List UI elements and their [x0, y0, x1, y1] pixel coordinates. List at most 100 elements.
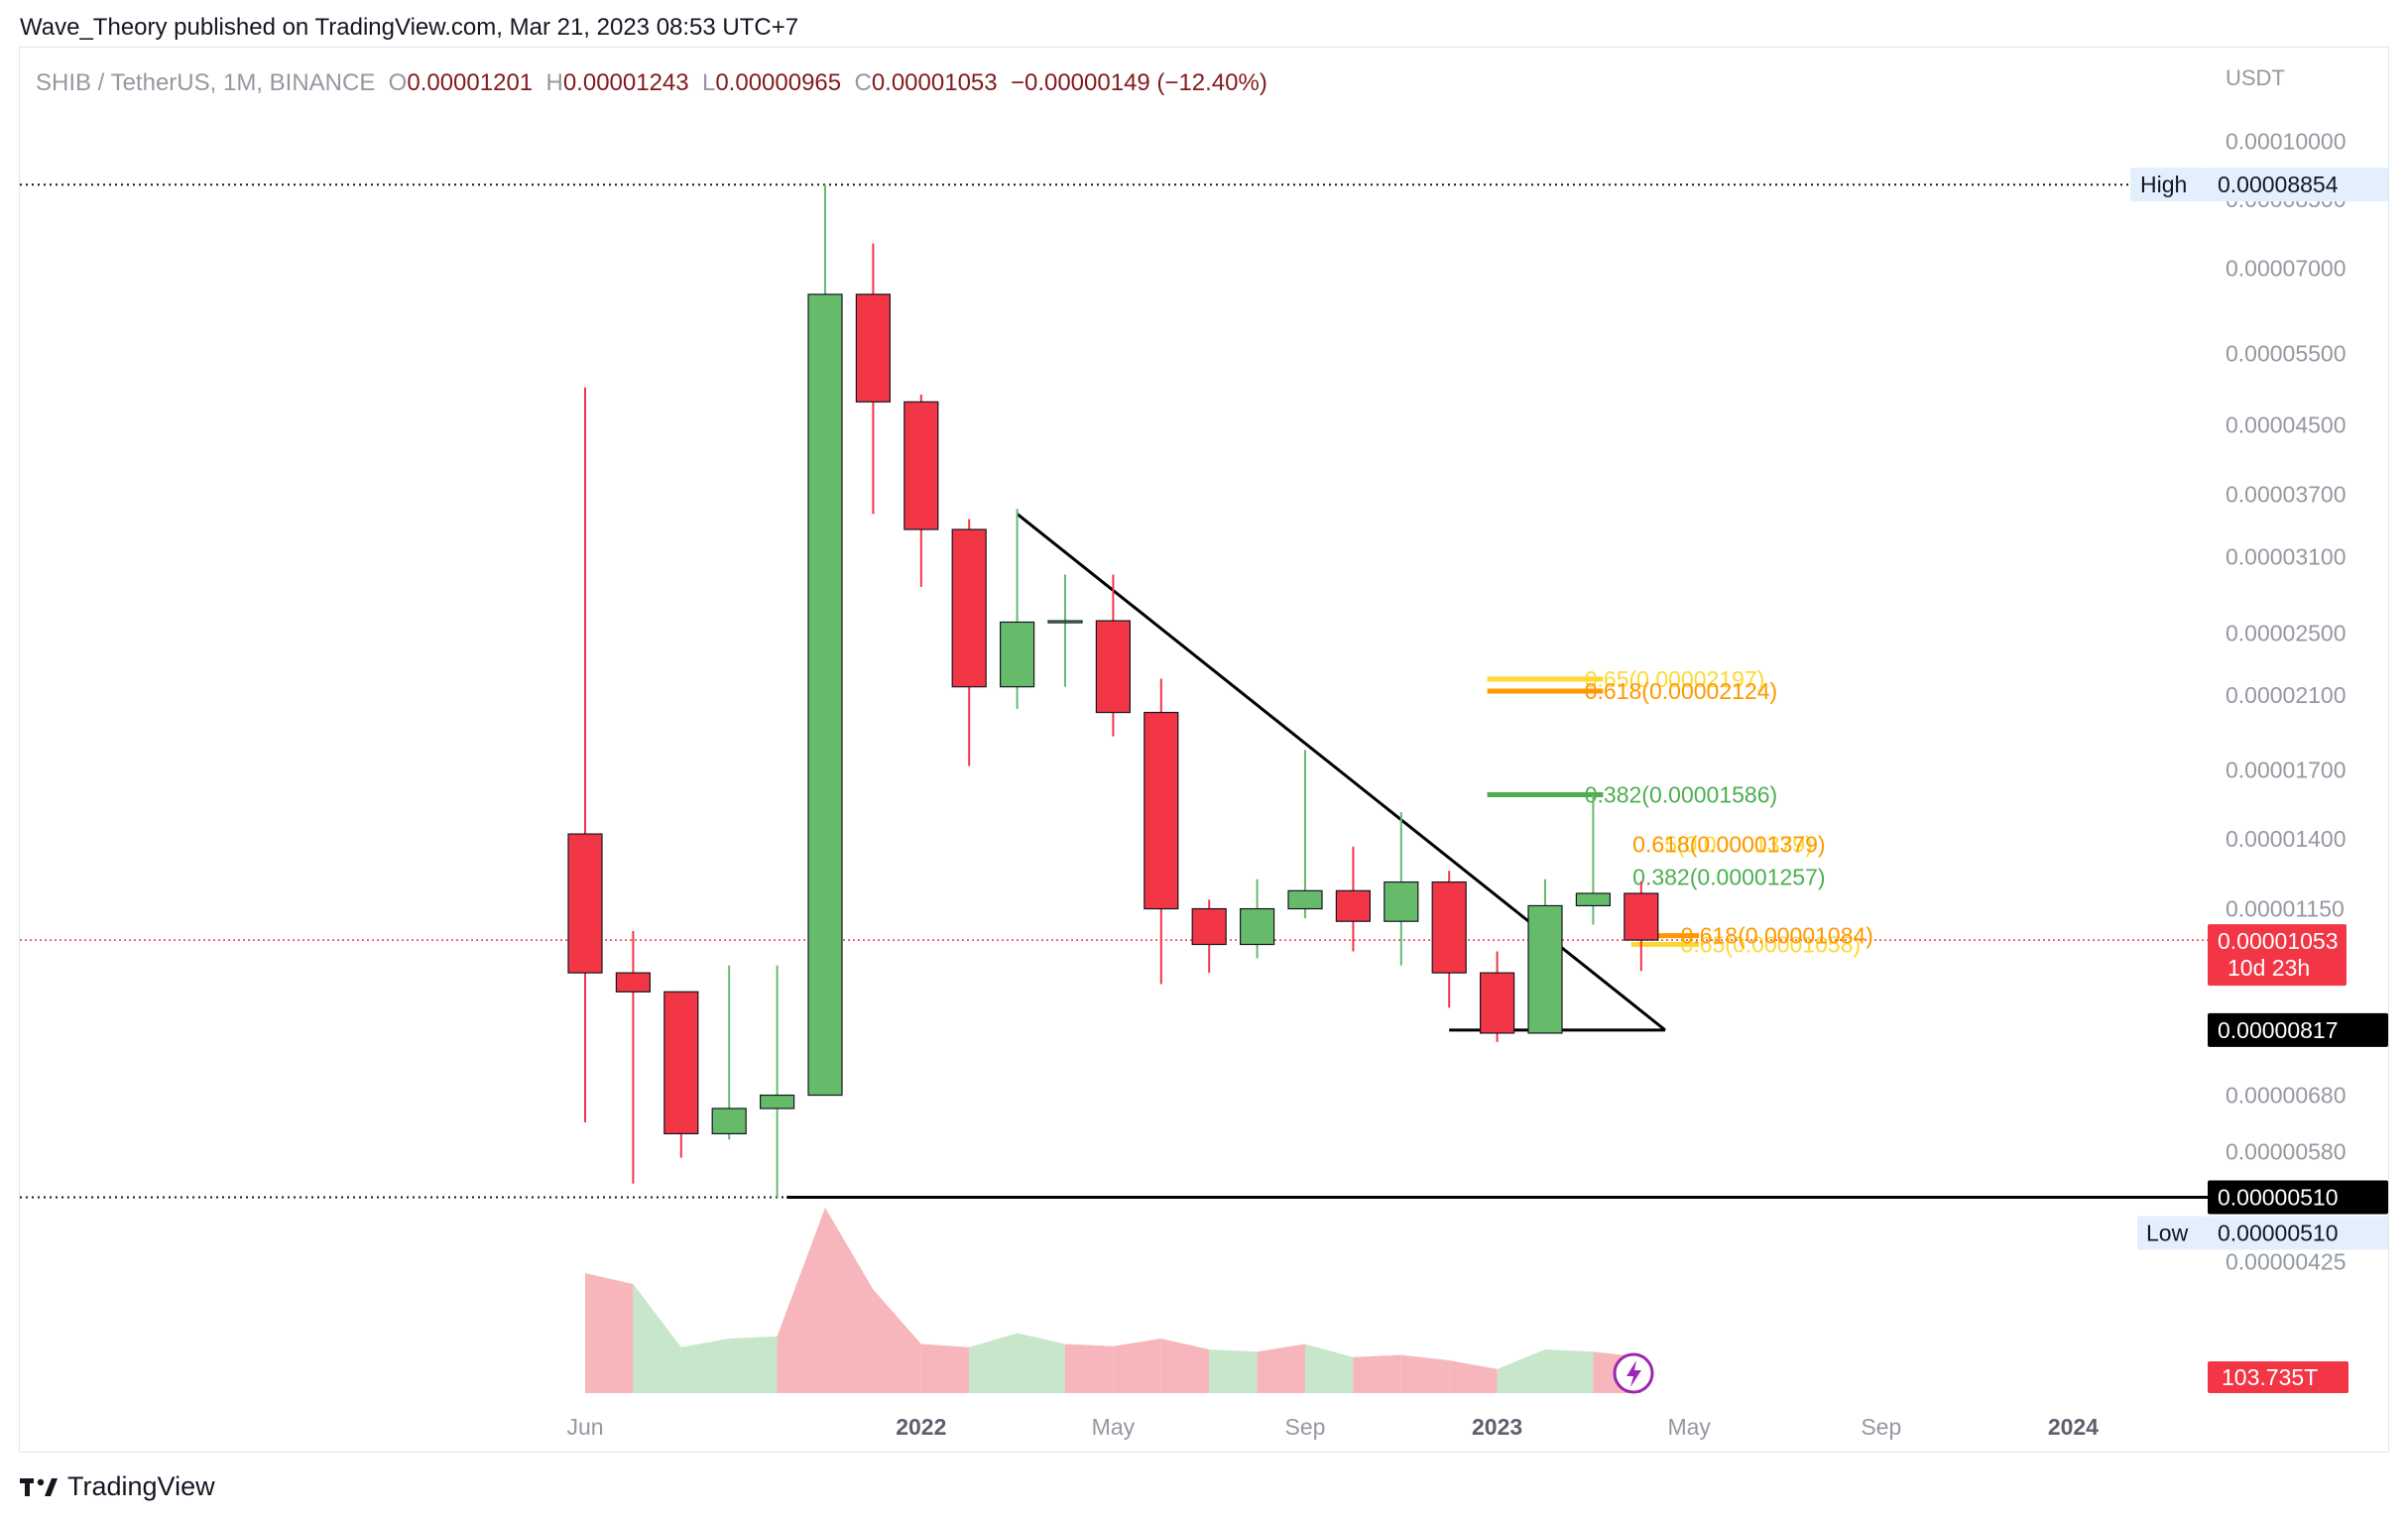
volume-segment	[1257, 1344, 1305, 1393]
publish-header: Wave_Theory published on TradingView.com…	[20, 14, 799, 41]
descending-trendline	[1016, 513, 1666, 1032]
last-price-text: 0.00001053	[2218, 928, 2339, 954]
candle-body	[1239, 907, 1275, 946]
volume-segment	[777, 1208, 825, 1393]
fib-levels: 0.65(0.00002197)0.618(0.00002124) 0.382(0…	[1487, 666, 1873, 958]
candle-body	[567, 833, 603, 974]
candle-body	[807, 293, 843, 1097]
candle-body	[1431, 880, 1467, 974]
ohlc-legend: SHIB / TetherUS, 1M, BINANCE O0.00001201…	[36, 69, 1267, 97]
candle-body	[1527, 904, 1563, 1034]
volume-segment	[585, 1273, 634, 1393]
candle-body	[1575, 892, 1612, 907]
x-tick-label: 2022	[896, 1414, 946, 1440]
candles	[567, 184, 1659, 1198]
legend-high: 0.00001243	[562, 69, 689, 96]
volume-segment	[1449, 1360, 1498, 1393]
fib-label: 0.618(0.00002124)	[1585, 678, 1777, 704]
y-tick-label: 0.00001400	[2226, 826, 2347, 852]
legend-close: 0.00001053	[871, 69, 998, 96]
candle-body	[759, 1094, 795, 1110]
high-tag-bg	[2130, 168, 2208, 202]
countdown-text: 10d 23h	[2227, 955, 2310, 981]
volume-segment	[1065, 1344, 1114, 1393]
low-line-price-tag-text: 0.00000510	[2218, 1184, 2339, 1210]
candle-body	[1384, 880, 1419, 922]
candle-body	[999, 621, 1035, 688]
legend-h-label: H	[545, 69, 563, 96]
tradingview-icon	[20, 1477, 58, 1496]
x-tick-label: Jun	[566, 1414, 603, 1440]
y-tick-label: 0.00000580	[2226, 1138, 2347, 1164]
candle-body	[1479, 972, 1515, 1034]
tradingview-logo[interactable]: TradingView	[20, 1471, 215, 1502]
candle-body	[1287, 889, 1323, 910]
legend-symbol: SHIB / TetherUS, 1M, BINANCE	[36, 69, 376, 96]
volume-segment	[969, 1333, 1018, 1393]
y-axis: USDT0.000100000.000085000.000070000.0000…	[2226, 65, 2347, 1275]
x-tick-label: 2024	[2048, 1414, 2099, 1440]
candle-body	[663, 991, 699, 1135]
candle-body	[1047, 620, 1083, 624]
y-tick-label: 0.00010000	[2226, 129, 2347, 155]
volume-tag: 103.735T	[2208, 1361, 2348, 1393]
legend-l-label: L	[701, 69, 716, 96]
y-tick-label: 0.00003100	[2226, 544, 2347, 570]
candle-body	[711, 1108, 747, 1135]
support-price-tag: 0.00000817	[2208, 1012, 2388, 1047]
volume-segment	[1209, 1349, 1258, 1393]
low-tag-bg	[2137, 1216, 2208, 1250]
support-price-tag-text: 0.00000817	[2218, 1017, 2339, 1043]
volume-segment	[729, 1336, 778, 1393]
y-tick-label: 0.00001150	[2226, 896, 2345, 922]
x-tick-label: Sep	[1861, 1414, 1901, 1440]
y-tick-label: 0.00002100	[2226, 682, 2347, 708]
volume-segment	[1160, 1339, 1210, 1393]
high-tag-label: High	[2140, 172, 2187, 197]
y-tick-label: 0.00005500	[2226, 341, 2347, 367]
volume-tag-bg	[2208, 1361, 2348, 1393]
y-tick-label: 0.00000680	[2226, 1083, 2347, 1109]
candle-body	[1624, 892, 1659, 941]
low-tag-label: Low	[2146, 1220, 2189, 1245]
x-tick-label: 2023	[1472, 1414, 1522, 1440]
y-tick-label: 0.00001700	[2226, 758, 2347, 783]
high-price-tag-bg	[2208, 168, 2388, 202]
candle-body	[1191, 907, 1227, 946]
fib-label: 0.65(0.00002197)	[1585, 666, 1765, 692]
volume-segment	[1305, 1344, 1354, 1393]
low-line-price-tag-bg	[2208, 1180, 2388, 1215]
candle-body	[1144, 711, 1179, 910]
volume-segment	[825, 1208, 874, 1393]
volume-segment	[1545, 1349, 1594, 1393]
candle-body	[855, 293, 892, 403]
candle-body	[951, 528, 987, 688]
low-line-price-tag: 0.00000510	[2208, 1180, 2388, 1215]
volume-segment	[633, 1284, 681, 1393]
volume-segment	[1353, 1354, 1401, 1393]
fib-label: 0.618(0.00001379)	[1632, 832, 1825, 858]
y-axis-unit: USDT	[2226, 65, 2285, 90]
volume-segment	[1400, 1354, 1450, 1393]
x-tick-label: May	[1092, 1414, 1136, 1440]
volume-segment	[1017, 1333, 1065, 1393]
x-tick-label: May	[1667, 1414, 1711, 1440]
volume-segment	[920, 1344, 970, 1393]
lightning-icon	[1613, 1352, 1654, 1394]
x-axis: Jun 2022 May Sep 2023 May Sep 2024	[566, 1414, 2099, 1440]
last-price-bg	[2208, 924, 2347, 987]
fib-label: 0.65(0.00001379)	[1632, 832, 1813, 858]
fib-label: 0.382(0.00001586)	[1585, 782, 1777, 808]
low-price-tag-bg	[2208, 1216, 2388, 1250]
x-tick-label: Sep	[1285, 1414, 1326, 1440]
fib-label: 0.618(0.00001084)	[1681, 923, 1873, 949]
fib-label: 0.65(0.00001058)	[1681, 932, 1862, 958]
volume-segment	[680, 1339, 730, 1393]
volume-segment	[1113, 1339, 1161, 1393]
volume-tag-text: 103.735T	[2222, 1364, 2318, 1390]
low-price-tag: 0.00000510	[2208, 1216, 2388, 1250]
legend-change: −0.00000149 (−12.40%)	[1010, 69, 1267, 96]
volume-segment	[1497, 1349, 1545, 1393]
